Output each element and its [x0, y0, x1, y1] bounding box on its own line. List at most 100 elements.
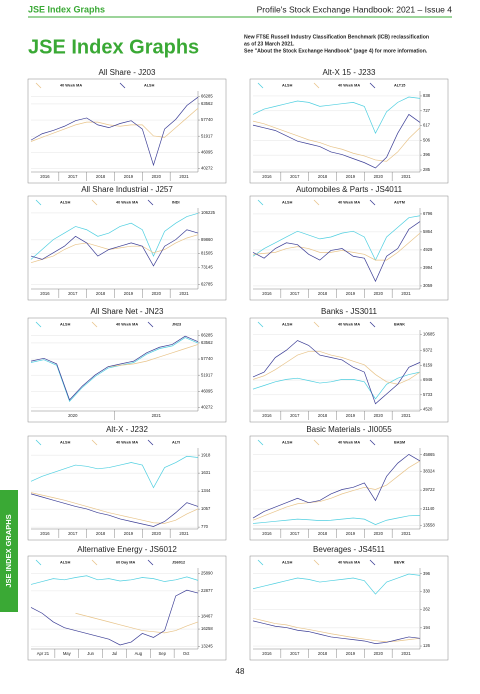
y-tick-label: 5733 [423, 392, 433, 397]
header-section: JSE Index Graphs [28, 4, 105, 14]
series-line [252, 453, 421, 519]
series-line [252, 120, 421, 162]
chart-title: Alt-X 15 - J233 [323, 68, 376, 77]
chart-title: Beverages - JS4511 [313, 545, 385, 554]
x-tick-label: 2019 [346, 651, 356, 656]
x-tick-label: 2020 [152, 531, 162, 536]
x-tick-label: 2021 [179, 291, 189, 296]
x-tick-label: 2016 [40, 531, 50, 536]
legend-swatch [369, 439, 376, 446]
x-tick-label: May [63, 651, 72, 656]
x-tick-label: 2021 [401, 291, 411, 296]
y-tick-label: 4520 [423, 407, 433, 412]
legend-swatch [35, 321, 42, 328]
legend-label: 60 Day MA [116, 561, 135, 565]
legend-label: ALSH [282, 323, 293, 327]
legend-label: BANK [394, 323, 405, 327]
x-tick-label: Oct [183, 651, 190, 656]
series-line [30, 335, 199, 401]
x-tick-label: 2018 [318, 531, 328, 536]
series-line [252, 617, 421, 643]
series-line [30, 589, 199, 646]
x-tick-label: Jun [87, 651, 94, 656]
x-tick-label: 2017 [290, 413, 300, 418]
legend-swatch [257, 439, 264, 446]
x-tick-label: 2019 [124, 531, 134, 536]
chart-title: All Share - J203 [99, 68, 156, 77]
legend-label: ALSH [60, 201, 71, 205]
legend-label: ALSH [60, 323, 71, 327]
side-tab [0, 490, 18, 612]
y-tick-label: 262 [423, 607, 431, 612]
series-line [30, 234, 199, 264]
legend-label: 40 Week MA [116, 441, 138, 445]
x-tick-label: 2019 [346, 291, 356, 296]
legend-swatch [369, 82, 376, 89]
side-tab-label: JSE INDEX GRAPHS [4, 514, 13, 587]
x-tick-label: 2019 [124, 174, 134, 179]
y-tick-label: 63562 [201, 340, 213, 345]
x-tick-label: 2020 [374, 291, 384, 296]
legend-swatch [313, 559, 320, 566]
x-tick-label: 2021 [401, 413, 411, 418]
x-tick-label: Aug [135, 651, 143, 656]
legend-label: ALSH [282, 441, 293, 445]
y-tick-label: 4929 [423, 247, 433, 252]
legend-swatch [35, 439, 42, 446]
y-tick-label: 22877 [201, 588, 213, 593]
legend-swatch [369, 559, 376, 566]
legend-label: ALSH [144, 84, 155, 88]
y-tick-label: 89860 [201, 237, 213, 242]
legend-swatch [257, 559, 264, 566]
y-tick-label: 66285 [201, 332, 213, 337]
x-tick-label: 2021 [179, 531, 189, 536]
y-tick-label: 194 [423, 625, 431, 630]
y-tick-label: 6946 [423, 377, 433, 382]
series-line [252, 351, 421, 385]
y-tick-label: 62785 [201, 282, 213, 287]
y-tick-label: 126 [423, 643, 431, 648]
x-tick-label: 2017 [290, 291, 300, 296]
x-tick-label: 2019 [346, 413, 356, 418]
legend-swatch [147, 321, 154, 328]
legend-label: 40 Week MA [338, 561, 360, 565]
x-tick-label: 2020 [68, 413, 78, 418]
x-tick-label: 2016 [40, 291, 50, 296]
x-tick-label: 2017 [290, 174, 300, 179]
y-tick-label: 16258 [201, 626, 213, 631]
chart-frame [249, 195, 449, 301]
x-tick-label: 2016 [262, 291, 272, 296]
y-tick-label: 3059 [423, 283, 433, 288]
x-tick-label: 2018 [318, 291, 328, 296]
y-tick-label: 285 [423, 167, 431, 172]
y-tick-label: 18467 [201, 613, 213, 618]
y-tick-label: 46095 [201, 388, 213, 393]
y-tick-label: 73145 [201, 264, 213, 269]
chart-title: Banks - JS3011 [321, 307, 377, 316]
series-line [30, 96, 199, 167]
chart-title: All Share Industrial - J257 [81, 185, 173, 194]
y-tick-label: 106225 [201, 210, 216, 215]
x-tick-label: 2020 [374, 651, 384, 656]
x-tick-label: 2017 [290, 531, 300, 536]
legend-swatch [91, 559, 98, 566]
x-tick-label: 2019 [346, 174, 356, 179]
chart-title: Alt-X - J232 [106, 425, 148, 434]
x-tick-label: 2019 [124, 291, 134, 296]
legend-swatch [147, 439, 154, 446]
x-tick-label: 2018 [96, 291, 106, 296]
y-tick-label: 81505 [201, 251, 213, 256]
y-tick-label: 13558 [423, 523, 435, 528]
x-tick-label: 2021 [179, 174, 189, 179]
series-line [30, 212, 199, 260]
legend-swatch [91, 321, 98, 328]
chart-frame [27, 435, 227, 541]
y-tick-label: 770 [201, 524, 209, 529]
legend-label: ALSH [282, 84, 293, 88]
series-line [252, 232, 421, 261]
x-tick-label: 2018 [318, 174, 328, 179]
x-tick-label: 2016 [262, 174, 272, 179]
y-tick-label: 40272 [201, 405, 213, 410]
legend-label: BASM [394, 441, 405, 445]
y-tick-label: 396 [423, 571, 431, 576]
